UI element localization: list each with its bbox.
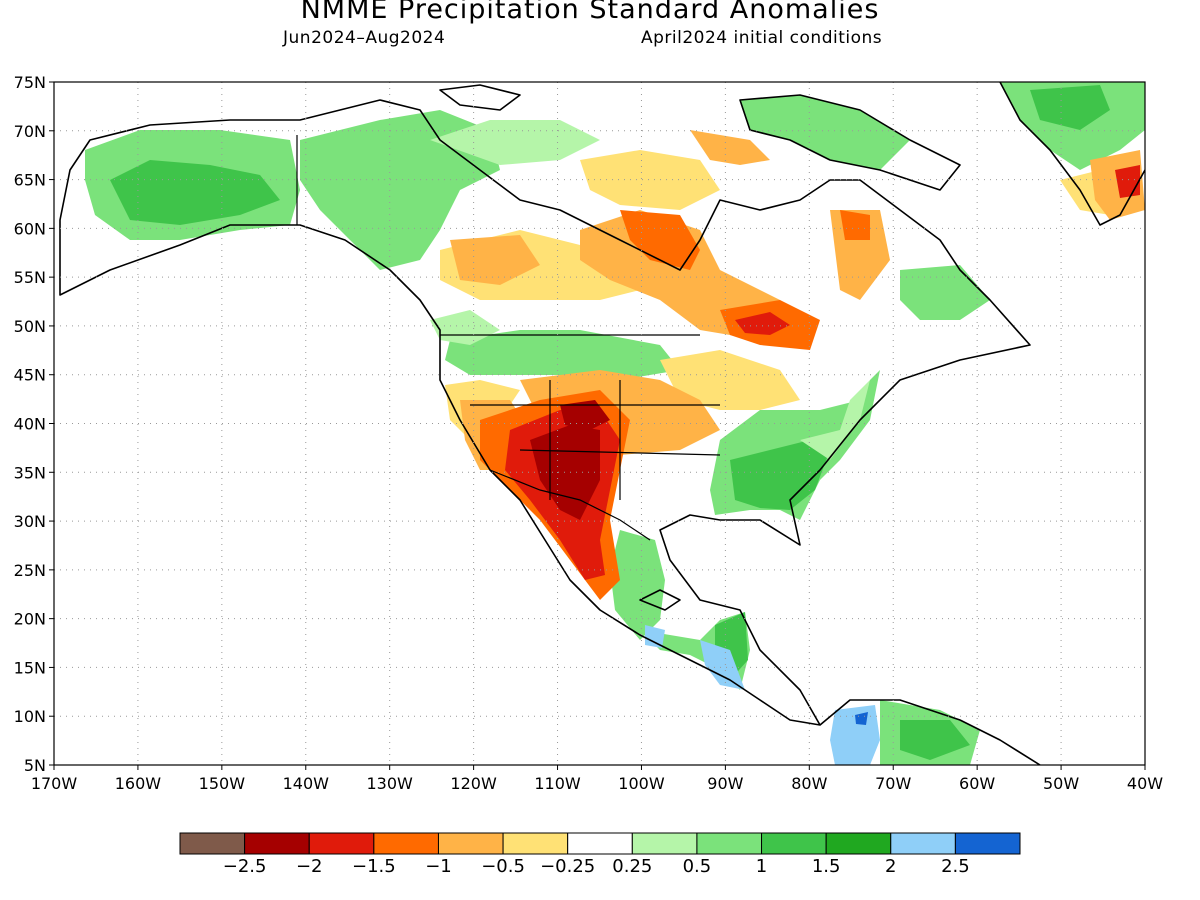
anomaly-patch-ontario-very-dry <box>735 312 790 335</box>
anomaly-patch-extreme-wet <box>855 712 868 725</box>
colorbar-label: 0.25 <box>612 856 652 877</box>
colorbar-swatch <box>890 832 956 855</box>
lat-label: 25N <box>14 561 46 580</box>
anomaly-patch-colombia-very-wet <box>900 720 970 760</box>
lat-label: 70N <box>14 122 46 141</box>
lon-label: 80W <box>791 774 827 793</box>
anomaly-patch-labrador-wet <box>900 265 990 320</box>
anomaly-patch-hudson-bay-dry <box>620 210 700 270</box>
anomaly-patch-panama-very-wet <box>830 705 880 765</box>
lat-label: 35N <box>14 463 46 482</box>
forecast-period: Jun2024–Aug2024 <box>283 28 446 48</box>
anomaly-patch-hudson-dry <box>580 150 720 210</box>
lon-label: 130W <box>367 774 414 793</box>
colorbar-swatch <box>244 832 310 855</box>
colorbar-label: −0.5 <box>481 856 525 877</box>
colorbar-label: −2.5 <box>223 856 267 877</box>
lon-label: 50W <box>1043 774 1079 793</box>
anomaly-patch-northeast-canada-wet <box>740 95 910 170</box>
lat-label: 55N <box>14 268 46 287</box>
anomaly-patch-mexico-east-wet <box>610 530 665 640</box>
anomaly-patch-light-wet-3 <box>430 310 500 345</box>
initial-conditions: April2024 initial conditions <box>641 28 883 48</box>
colorbar-swatch <box>631 832 698 855</box>
anomaly-patch-greenland-very-wet <box>1030 85 1110 130</box>
lon-label: 140W <box>283 774 330 793</box>
lat-label: 20N <box>14 610 46 629</box>
colorbar-swatch <box>696 832 763 855</box>
anomaly-patch-northern-plains-wet <box>445 330 680 380</box>
colorbar-swatch <box>761 832 827 855</box>
colorbar-label: 1 <box>756 856 767 877</box>
colorbar-swatch <box>437 832 504 855</box>
colorbar-swatch <box>179 832 246 855</box>
lat-label: 15N <box>14 658 46 677</box>
anomaly-patch-southeast-very-wet <box>730 440 830 510</box>
lon-label: 40W <box>1127 774 1163 793</box>
anomaly-patch-baffin-dry <box>690 130 770 165</box>
lon-label: 100W <box>618 774 665 793</box>
colorbar-labels: −2.5 −2 −1.5 −1 −0.5 −0.25 0.25 0.5 1 1.5 2 2.5 <box>223 856 970 877</box>
colorbar-label: −2 <box>296 856 323 877</box>
lon-label: 110W <box>534 774 581 793</box>
lat-label: 30N <box>14 512 46 531</box>
anomaly-patch-guatemala-very-wet <box>645 625 665 648</box>
lon-label: 70W <box>875 774 911 793</box>
colorbar-label: 1.5 <box>812 856 841 877</box>
anomaly-patch-canada-northwest-wet <box>300 110 500 270</box>
lat-label: 10N <box>14 707 46 726</box>
colorbar-swatch <box>502 832 569 855</box>
colorbar-label: −0.25 <box>540 856 595 877</box>
lat-label: 50N <box>14 317 46 336</box>
colorbar-label: 2.5 <box>941 856 970 877</box>
lon-label: 170W <box>31 774 78 793</box>
colorbar <box>179 832 1021 855</box>
lat-label: 45N <box>14 366 46 385</box>
colorbar-label: −1 <box>425 856 452 877</box>
colorbar-label: −1.5 <box>352 856 396 877</box>
lon-label: 90W <box>707 774 743 793</box>
anomaly-patch-light-wet-2 <box>800 380 870 460</box>
longitude-labels: 170W 160W 150W 140W 130W 120W 110W 100W 90W 80W 70… <box>31 774 1163 793</box>
anomaly-patch-alberta-dry <box>450 235 540 285</box>
lon-label: 160W <box>115 774 162 793</box>
colorbar-swatch <box>825 832 892 855</box>
lon-label: 120W <box>450 774 497 793</box>
anomaly-patch-great-lakes-dry <box>660 350 800 410</box>
lat-label: 5N <box>24 756 46 775</box>
colorbar-swatch <box>954 832 1021 855</box>
lat-label: 60N <box>14 219 46 238</box>
political-borders <box>296 135 721 541</box>
colorbar-label: 0.5 <box>683 856 712 877</box>
anomaly-field <box>59 82 1145 765</box>
lon-label: 60W <box>959 774 995 793</box>
colorbar-label: 2 <box>885 856 896 877</box>
anomaly-patch-light-wet-1 <box>430 120 600 165</box>
colorbar-swatch <box>308 832 375 855</box>
lon-label: 150W <box>199 774 246 793</box>
lat-label: 75N <box>14 73 46 92</box>
colorbar-swatch <box>373 832 439 855</box>
lat-label: 65N <box>14 171 46 190</box>
latitude-labels: 75N 70N 65N 60N 55N 50N 45N 40N 35N 30N 25N 20N 15N 1… <box>14 73 46 775</box>
coastlines <box>59 82 1145 765</box>
anomaly-patch-alaska-very-wet <box>110 160 280 225</box>
anomaly-patch-colorado-extreme-dry <box>560 400 610 430</box>
anomaly-patch-quebec-north-dry <box>840 210 870 240</box>
colorbar-swatch <box>567 832 633 855</box>
anomaly-patch-honduras-very-wet <box>700 640 745 690</box>
lat-label: 40N <box>14 415 46 434</box>
axis-ticks <box>49 81 1146 770</box>
map-title: NMME Precipitation Standard Anomalies <box>300 0 880 25</box>
